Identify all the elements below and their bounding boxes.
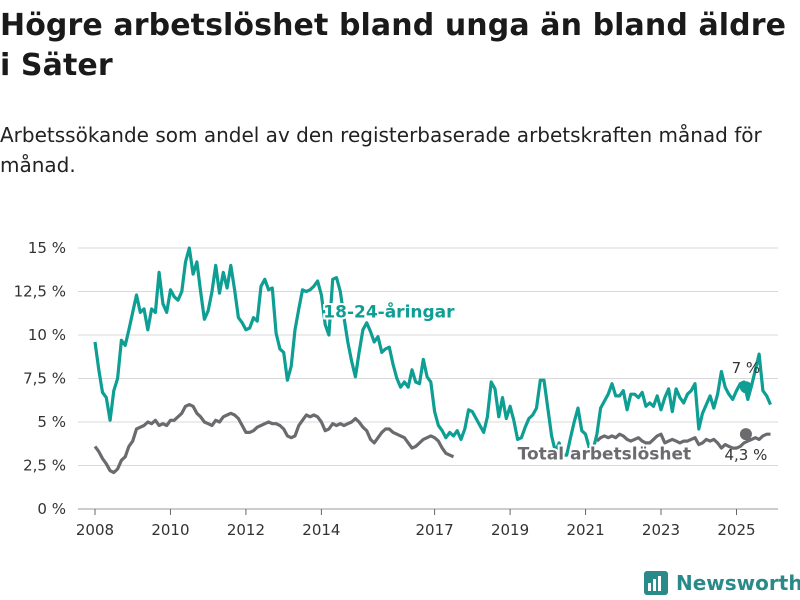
y-tick-label: 5 %: [37, 413, 66, 431]
brand-name: Newsworthy: [676, 571, 800, 595]
y-tick-label: 7,5 %: [23, 370, 66, 388]
y-tick-label: 10 %: [28, 326, 66, 344]
newsworthy-logo: Newsworthy: [644, 568, 800, 598]
series-label-total: Total arbetslöshet: [518, 444, 692, 464]
end-marker-youth: [739, 381, 752, 394]
x-tick-label: 2025: [717, 521, 755, 539]
y-tick-label: 2,5 %: [23, 457, 66, 475]
series-line-total-recent: [595, 432, 771, 450]
series-label-youth: 18-24-åringar: [323, 301, 455, 323]
end-marker-total: [739, 428, 752, 441]
y-tick-label: 12,5 %: [14, 283, 66, 301]
chart-subtitle: Arbetssökande som andel av den registerb…: [0, 123, 762, 177]
x-tick-label: 2014: [302, 521, 340, 539]
x-tick-label: 2017: [416, 521, 454, 539]
end-label-youth: 7 %: [732, 359, 761, 377]
x-tick-label: 2008: [76, 521, 114, 539]
x-tick-label: 2010: [151, 521, 189, 539]
series-line-total: [93, 403, 455, 475]
x-tick-label: 2019: [491, 521, 529, 539]
x-tick-label: 2012: [227, 521, 265, 539]
y-tick-label: 15 %: [28, 239, 66, 257]
x-tick-label: 2021: [566, 521, 604, 539]
y-tick-label: 0 %: [37, 500, 66, 518]
x-tick-label: 2023: [642, 521, 680, 539]
series-line-youth: [93, 246, 772, 457]
chart-title: Högre arbetslöshet bland unga än bland ä…: [0, 8, 787, 83]
bar-chart-icon: [644, 571, 668, 595]
end-label-total: 4,3 %: [724, 446, 767, 464]
